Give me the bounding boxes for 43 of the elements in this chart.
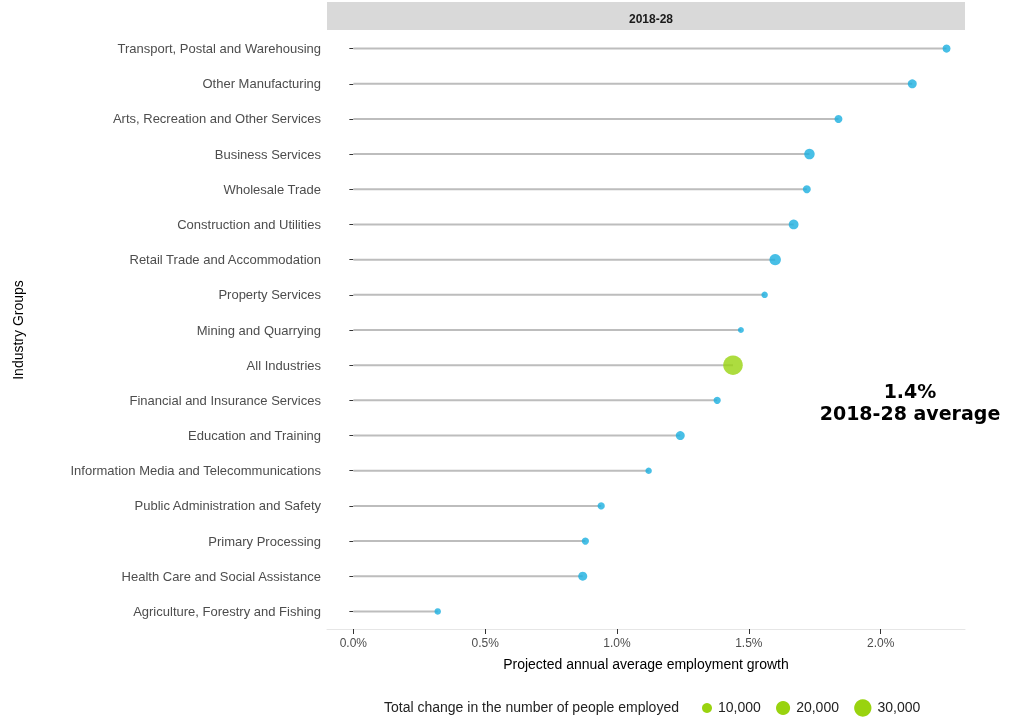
y-axis-title: Industry Groups (10, 280, 26, 380)
y-tick-label: Education and Training (188, 428, 321, 444)
point (834, 114, 843, 123)
point (788, 219, 799, 230)
point (578, 571, 588, 581)
y-tick-label: Transport, Postal and Warehousing (117, 41, 321, 57)
point (645, 467, 652, 474)
x-tick-label: 0.0% (339, 636, 368, 650)
y-tick-label: All Industries (246, 357, 322, 373)
annotation: 1.4% 2018-28 average (818, 380, 1002, 424)
y-tick-label: Property Services (218, 287, 322, 303)
y-tick-label: Retail Trade and Accommodation (129, 252, 321, 268)
y-tick-label: Mining and Quarrying (196, 322, 321, 338)
x-tick-label: 0.5% (471, 636, 500, 650)
legend-title: Total change in the number of people employed (384, 699, 679, 715)
y-tick-label: Information Media and Telecommunications (70, 463, 322, 479)
point (434, 608, 441, 615)
point (581, 537, 589, 545)
legend-label: 30,000 (877, 699, 921, 715)
y-tick-label: Construction and Utilities (177, 216, 322, 232)
y-tick-label: Primary Processing (208, 533, 321, 549)
point (713, 396, 721, 404)
y-tick-label: Agriculture, Forestry and Fishing (133, 603, 321, 619)
x-tick-label: 1.5% (735, 636, 763, 650)
point (942, 44, 951, 53)
legend-label: 20,000 (796, 699, 840, 715)
point (761, 291, 768, 299)
point (597, 502, 605, 510)
point (675, 431, 685, 440)
legend-label: 10,000 (718, 699, 762, 715)
point (907, 79, 917, 89)
x-tick-label: 2.0% (866, 636, 895, 650)
y-tick-label: Financial and Insurance Services (129, 392, 322, 408)
y-tick-label: Other Manufacturing (202, 76, 321, 92)
y-tick-label: Business Services (214, 146, 322, 162)
y-tick-label: Health Care and Social Assistance (121, 568, 321, 584)
point (802, 185, 811, 194)
y-tick-label: Public Administration and Safety (134, 498, 322, 514)
y-tick-label: Arts, Recreation and Other Services (112, 111, 322, 127)
x-axis-title: Projected annual average employment growth (503, 656, 789, 672)
chart-title: 2018-28 (628, 12, 674, 26)
x-tick-label: 1.0% (603, 636, 631, 650)
y-tick-label: Wholesale Trade (223, 181, 321, 197)
